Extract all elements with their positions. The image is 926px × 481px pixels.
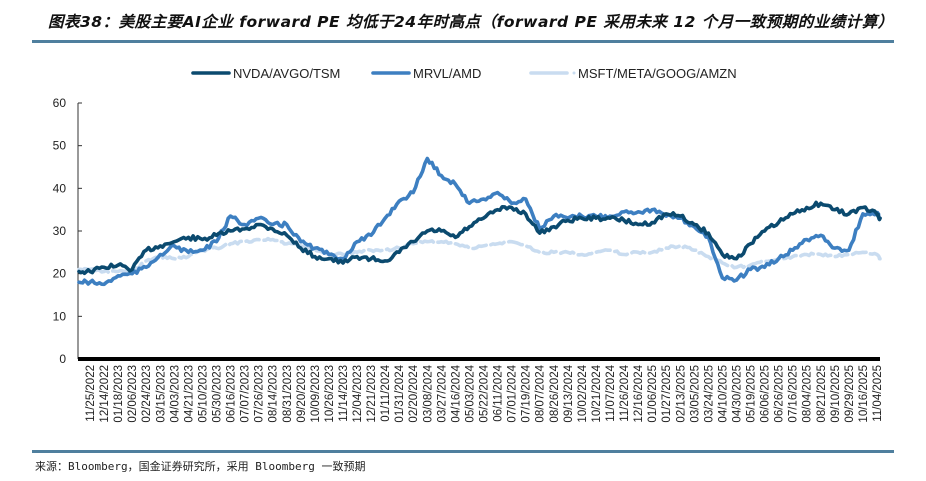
x-tick-label: 02/06/2023 (127, 365, 139, 423)
x-tick-label: 12/16/2024 (633, 364, 645, 422)
x-tick-label: 08/31/2023 (282, 365, 294, 423)
x-tick-label: 08/07/2024 (535, 364, 547, 422)
x-tick-label: 07/07/2023 (240, 365, 252, 423)
legend-swatch-dot (572, 71, 576, 75)
y-tick-label: 20 (53, 267, 67, 281)
x-tick-label: 09/29/2025 (844, 365, 856, 423)
x-tick-label: 11/07/2024 (605, 364, 617, 421)
x-tick-label: 10/09/2023 (310, 365, 322, 423)
legend-item: NVDA/AVGO/TSM (191, 66, 340, 81)
x-tick-label: 03/05/2025 (689, 365, 701, 423)
x-tick-label: 06/06/2025 (760, 365, 772, 423)
x-tick-label: 01/18/2023 (113, 365, 125, 423)
legend: NVDA/AVGO/TSM MRVL/AMD MSFT/META/GOOG/AMZN (191, 66, 737, 81)
x-tick-label: 03/24/2025 (703, 365, 715, 423)
x-tick-label: 12/14/2022 (99, 365, 111, 423)
y-axis: 0 10 20 30 40 50 60 (53, 96, 82, 366)
y-tick-label: 50 (53, 139, 67, 153)
x-tick-label: 06/16/2023 (226, 365, 238, 423)
x-tick-label: 11/14/2023 (338, 365, 350, 422)
x-tick-label: 07/19/2024 (521, 364, 533, 422)
x-tick-label: 05/19/2025 (746, 365, 758, 423)
x-axis: 11/25/2022 12/14/2022 01/18/2023 02/06/2023… (78, 357, 884, 423)
x-tick-label: 05/22/2024 (479, 364, 491, 422)
x-tick-label: 12/21/2023 (366, 365, 378, 423)
x-tick-label: 05/30/2023 (211, 365, 223, 423)
x-tick-label: 06/11/2024 (493, 364, 505, 421)
x-tick-label: 11/25/2022 (85, 365, 97, 422)
x-tick-label: 04/10/2025 (717, 365, 729, 423)
x-tick-label: 05/03/2024 (464, 364, 476, 422)
x-tick-label: 08/21/2025 (816, 365, 828, 423)
x-tick-label: 05/10/2023 (197, 365, 209, 423)
x-tick-label: 03/08/2024 (422, 364, 434, 422)
y-tick-label: 0 (59, 352, 66, 366)
x-tick-label: 03/27/2024 (436, 364, 448, 422)
legend-label: MSFT/META/GOOG/AMZN (578, 66, 737, 81)
source-divider (32, 450, 894, 453)
series-layer (77, 156, 882, 287)
x-tick-label: 09/20/2023 (296, 365, 308, 423)
x-tick-label: 08/26/2024 (549, 364, 561, 422)
x-tick-label: 02/20/2024 (408, 364, 420, 422)
x-tick-label: 04/16/2024 (450, 364, 462, 422)
y-tick-label: 30 (53, 224, 67, 238)
x-tick-label: 11/26/2024 (619, 364, 631, 421)
title-divider (32, 40, 894, 43)
x-tick-label: 07/01/2024 (507, 364, 519, 422)
y-tick-label: 40 (53, 181, 67, 195)
x-tick-label: 10/16/2025 (858, 365, 870, 423)
x-tick-label: 11/04/2025 (872, 365, 884, 422)
source-note: 来源：Bloomberg，国金证券研究所，采用 Bloomberg 一致预期 (35, 460, 366, 473)
x-tick-label: 04/30/2025 (731, 365, 743, 423)
figure-title: 图表38：美股主要AI企业 forward PE 均低于24年时高点（forwa… (48, 13, 894, 31)
series-line (77, 156, 882, 287)
x-tick-label: 04/21/2023 (183, 365, 195, 423)
legend-item: MSFT/META/GOOG/AMZN (529, 66, 737, 81)
x-tick-label: 12/04/2023 (352, 365, 364, 423)
y-tick-label: 60 (53, 96, 67, 110)
x-tick-label: 01/11/2024 (380, 364, 392, 421)
series-mrvl-amd (77, 156, 882, 287)
legend-label: MRVL/AMD (413, 66, 481, 81)
series-line (77, 236, 882, 275)
y-tick-label: 10 (53, 309, 67, 323)
legend-label: NVDA/AVGO/TSM (233, 66, 340, 81)
x-tick-label: 10/02/2024 (577, 364, 589, 422)
x-tick-label: 10/26/2023 (324, 365, 336, 423)
x-tick-label: 02/13/2025 (675, 365, 687, 423)
x-tick-label: 02/24/2023 (141, 365, 153, 423)
x-tick-label: 01/27/2025 (661, 365, 673, 423)
x-tick-label: 07/16/2025 (788, 365, 800, 423)
x-tick-label: 01/31/2024 (394, 364, 406, 422)
x-tick-label: 09/10/2025 (830, 365, 842, 423)
x-tick-label: 01/06/2025 (647, 365, 659, 423)
x-tick-label: 08/04/2025 (802, 365, 814, 423)
x-tick-label: 04/03/2023 (169, 365, 181, 423)
x-tick-label: 09/13/2024 (563, 364, 575, 422)
x-tick-label: 03/15/2023 (155, 365, 167, 423)
series-nvda-avgo-tsm (77, 200, 882, 276)
x-tick-label: 07/26/2023 (254, 365, 266, 423)
x-tick-label: 06/26/2025 (774, 365, 786, 423)
x-tick-label: 08/14/2023 (268, 365, 280, 423)
x-tick-label: 10/21/2024 (591, 364, 603, 422)
legend-item: MRVL/AMD (371, 66, 481, 81)
